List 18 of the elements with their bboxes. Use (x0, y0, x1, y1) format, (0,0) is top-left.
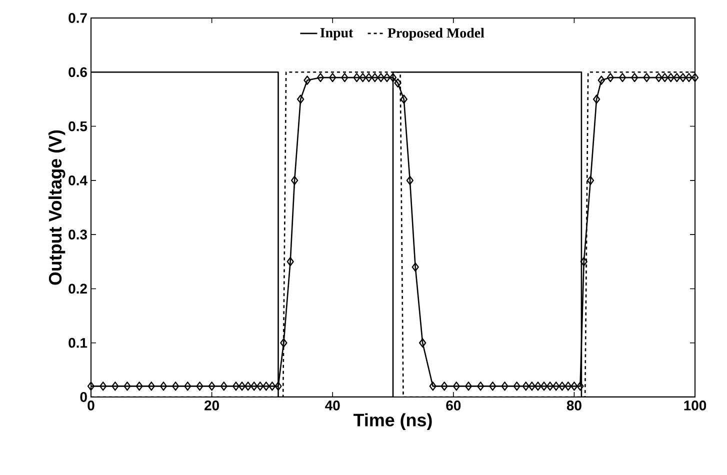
x-tick-label: 20 (204, 400, 219, 410)
x-tick-label: 0 (88, 400, 94, 410)
x-axis-title: Time (ns) (354, 413, 432, 430)
y-tick-label: 0 (80, 392, 87, 402)
legend-label: Input (320, 28, 354, 40)
y-axis-title: Output Voltage (V) (48, 130, 66, 285)
y-tick-label: 0.2 (68, 284, 87, 294)
y-tick-label: 0.5 (68, 121, 88, 132)
x-tick-label: 80 (566, 400, 582, 410)
x-tick-label: 60 (446, 400, 461, 410)
y-tick-label: 0.6 (68, 67, 87, 78)
y-tick-label: 0.1 (68, 338, 88, 348)
legend-label: Proposed Model (388, 28, 484, 41)
x-tick-label: 40 (325, 400, 340, 410)
y-tick-label: 0.4 (68, 175, 88, 186)
x-tick-label: 100 (684, 400, 706, 410)
y-tick-label: 0.7 (68, 13, 87, 23)
y-tick-label: 0.3 (68, 230, 87, 240)
